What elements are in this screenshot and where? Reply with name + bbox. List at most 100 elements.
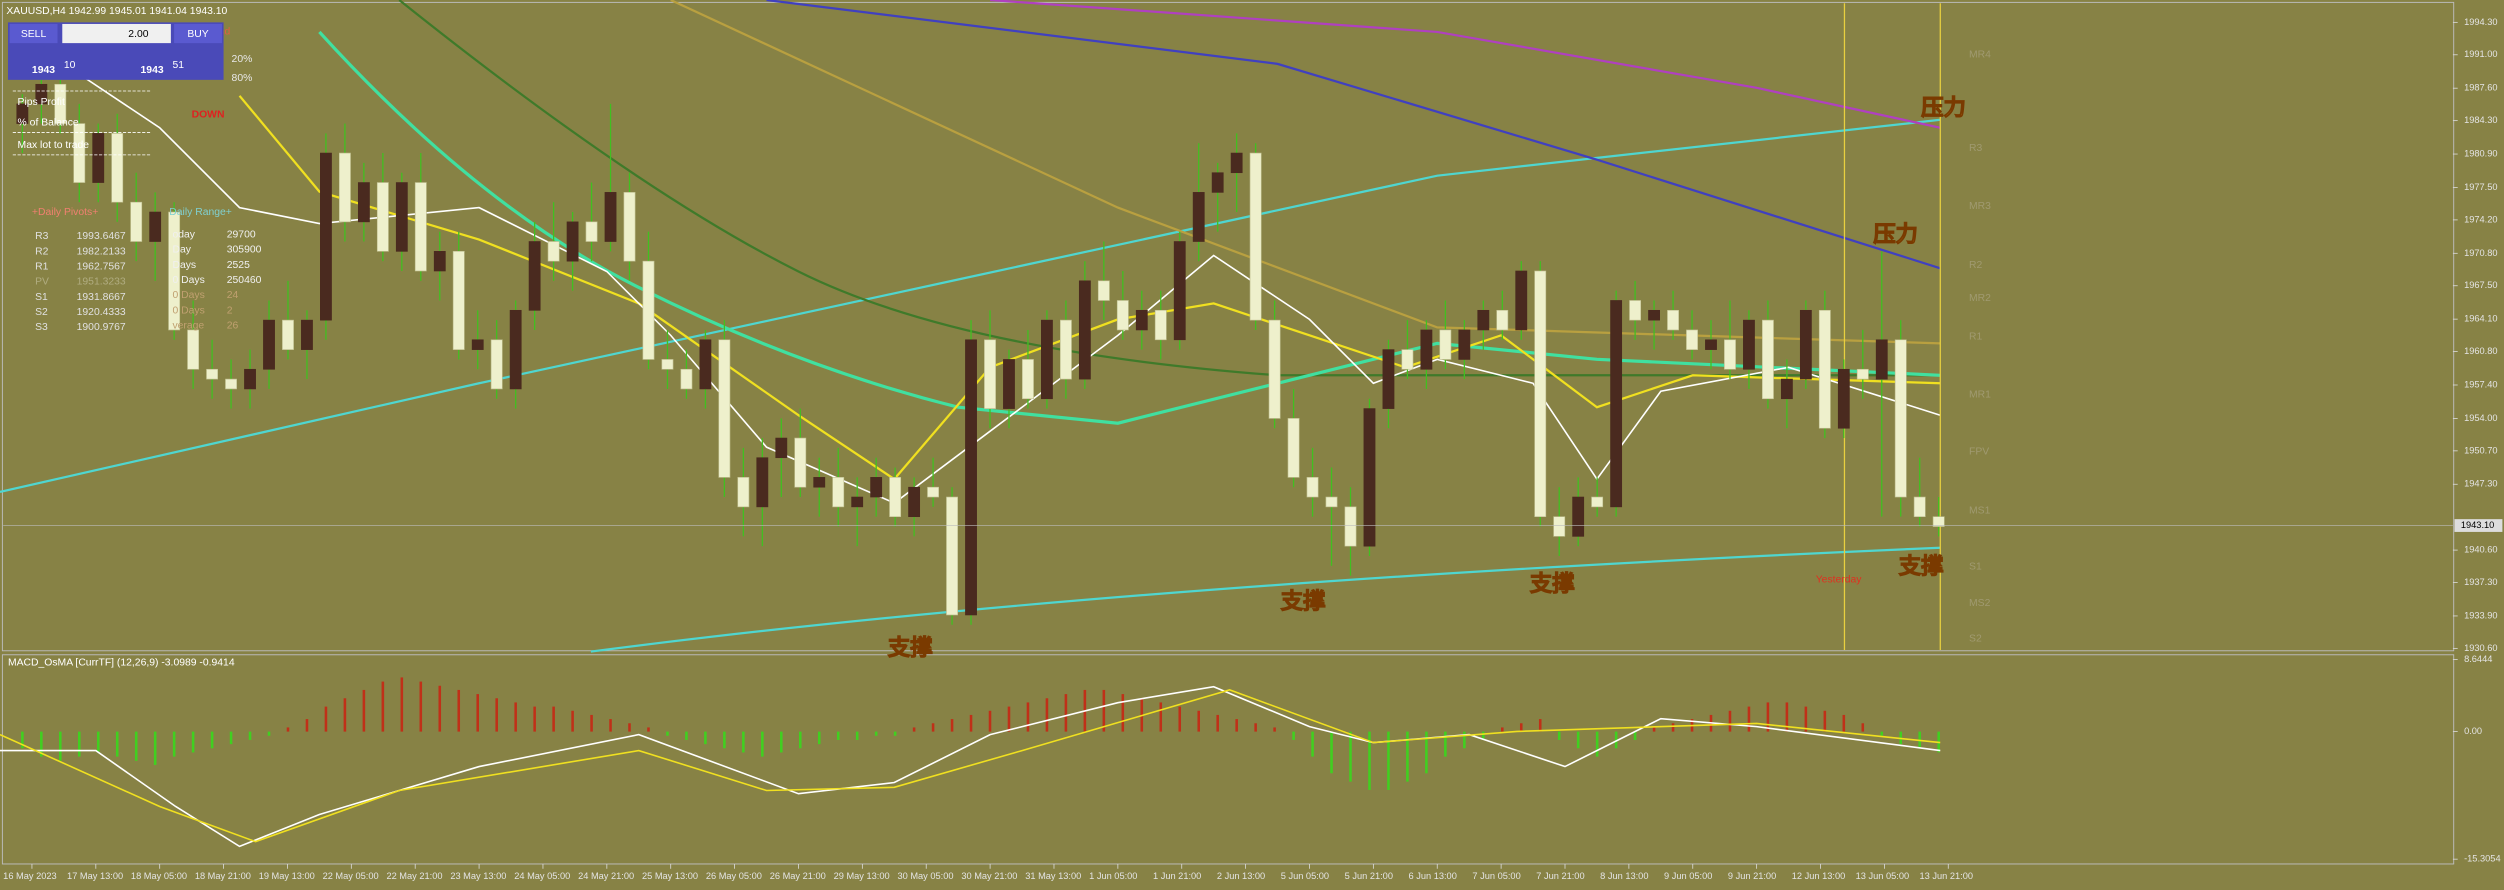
date-label: 24 May 21:00 — [578, 871, 634, 881]
ma-magenta — [990, 0, 1941, 129]
date-label: 30 May 21:00 — [961, 871, 1017, 881]
pivot-name: S3 — [35, 322, 48, 333]
candle-body — [1439, 329, 1452, 360]
macd-bar — [1311, 731, 1314, 757]
macd-bar — [362, 689, 366, 732]
candle-body — [1363, 408, 1376, 547]
date-label: 26 May 21:00 — [770, 871, 826, 881]
pivot-level: MR1 — [1969, 390, 1991, 401]
macd-bar — [704, 731, 707, 745]
date-label: 22 May 21:00 — [386, 871, 442, 881]
macd-bar — [647, 727, 650, 732]
pivot-level: MS1 — [1969, 506, 1991, 517]
macd-bar — [1747, 706, 1751, 732]
macd-bar — [1728, 710, 1732, 732]
candle-body — [35, 83, 48, 105]
macd-bar — [96, 731, 100, 753]
symbol-info: XAUUSD,H4 1942.99 1945.01 1941.04 1943.1… — [6, 6, 227, 17]
pivot-value: 1931.8667 — [77, 292, 126, 303]
macd-bar — [798, 731, 802, 749]
macd-bar — [40, 731, 43, 757]
candle-body — [1856, 368, 1869, 380]
candle-body — [1837, 368, 1850, 429]
trade-panel: nd 20% 80% SELL 2.00 BUY 1943 10 1943 51… — [7, 22, 252, 156]
price-label: 1930.60 — [2464, 643, 2497, 653]
pivot-level: R2 — [1969, 260, 1982, 271]
sell-label[interactable]: SELL — [21, 29, 47, 40]
signal-line — [0, 689, 1941, 843]
ma-dark-green — [398, 0, 1941, 377]
macd-axis-label: -15.3054 — [2464, 854, 2501, 864]
pivot-name: PV — [35, 277, 49, 288]
date-label: 23 May 13:00 — [450, 871, 506, 881]
candle-body — [282, 319, 294, 350]
date-label: 16 May 2023 — [3, 871, 56, 881]
candle-body — [16, 103, 29, 124]
macd-bar — [1121, 694, 1125, 732]
candle-body — [1003, 359, 1015, 409]
buy-button[interactable] — [174, 23, 222, 44]
date-label: 1 Jun 05:00 — [1089, 871, 1137, 881]
macd-bar — [1519, 723, 1523, 732]
axes: 1994.30 1991.00 1987.60 1984.30 1980.90 1977.… — [3, 17, 2503, 881]
price-label: 1940.60 — [2464, 545, 2497, 555]
candle-body — [566, 221, 579, 262]
macd-bar — [229, 731, 233, 745]
candle-body — [813, 477, 826, 488]
macd-bar — [476, 694, 479, 732]
macd-frame — [1, 654, 2455, 865]
range-value: 2525 — [227, 260, 250, 271]
candle-body — [737, 477, 750, 508]
price-label: 1947.30 — [2464, 479, 2497, 489]
range-value: 24 — [227, 290, 239, 301]
candle-body — [301, 319, 313, 350]
support-label: 支撑 — [1899, 553, 1944, 579]
lot-value[interactable]: 2.00 — [128, 29, 148, 40]
macd-bar — [419, 681, 423, 732]
candle-body — [1078, 280, 1091, 380]
candle-body — [1780, 378, 1793, 400]
macd-bar — [1007, 706, 1011, 732]
macd-bar — [950, 719, 954, 732]
buy-label[interactable]: BUY — [187, 29, 208, 40]
macd-bar — [723, 731, 726, 749]
range-value: 2 — [227, 305, 233, 316]
pivot-name: R3 — [35, 231, 48, 242]
macd-bar — [1482, 731, 1485, 740]
macd-bar — [1235, 719, 1238, 732]
price-label: 1964.10 — [2464, 314, 2497, 324]
candle-body — [1629, 300, 1642, 321]
candle-body — [718, 339, 731, 478]
panel-row: Max lot to trade — [18, 140, 90, 151]
macd-bar — [1045, 698, 1049, 732]
panel-row: Pips Profit — [18, 97, 65, 108]
candle-body — [206, 368, 219, 380]
macd-bar — [191, 731, 195, 753]
date-label: 9 Jun 05:00 — [1664, 871, 1712, 881]
macd-bar — [1292, 731, 1295, 740]
candle-body — [1325, 496, 1338, 508]
macd-bar — [1216, 714, 1219, 732]
candle-body — [338, 152, 351, 223]
date-label: 17 May 13:00 — [67, 871, 123, 881]
sell-button[interactable] — [9, 23, 58, 44]
resistance-label: 压力 — [1873, 221, 1918, 247]
macd-bar — [248, 731, 252, 740]
candle-body — [1211, 172, 1224, 193]
macd-bar — [286, 727, 290, 732]
candle-body — [1382, 349, 1395, 409]
date-label: 5 Jun 21:00 — [1345, 871, 1393, 881]
macd-bar — [1387, 731, 1390, 790]
signal: DOWN — [192, 110, 225, 121]
macd-bar — [1557, 731, 1561, 740]
candle-body — [680, 368, 693, 390]
candle-body — [168, 211, 181, 331]
pivot-level: MR4 — [1969, 50, 1991, 61]
lot-input[interactable] — [62, 23, 171, 44]
price-label: 1974.20 — [2464, 214, 2497, 224]
date-label: 2 Jun 13:00 — [1217, 871, 1265, 881]
macd-bar — [1273, 727, 1276, 732]
candle-body — [699, 339, 712, 390]
candle-body — [1932, 516, 1945, 527]
